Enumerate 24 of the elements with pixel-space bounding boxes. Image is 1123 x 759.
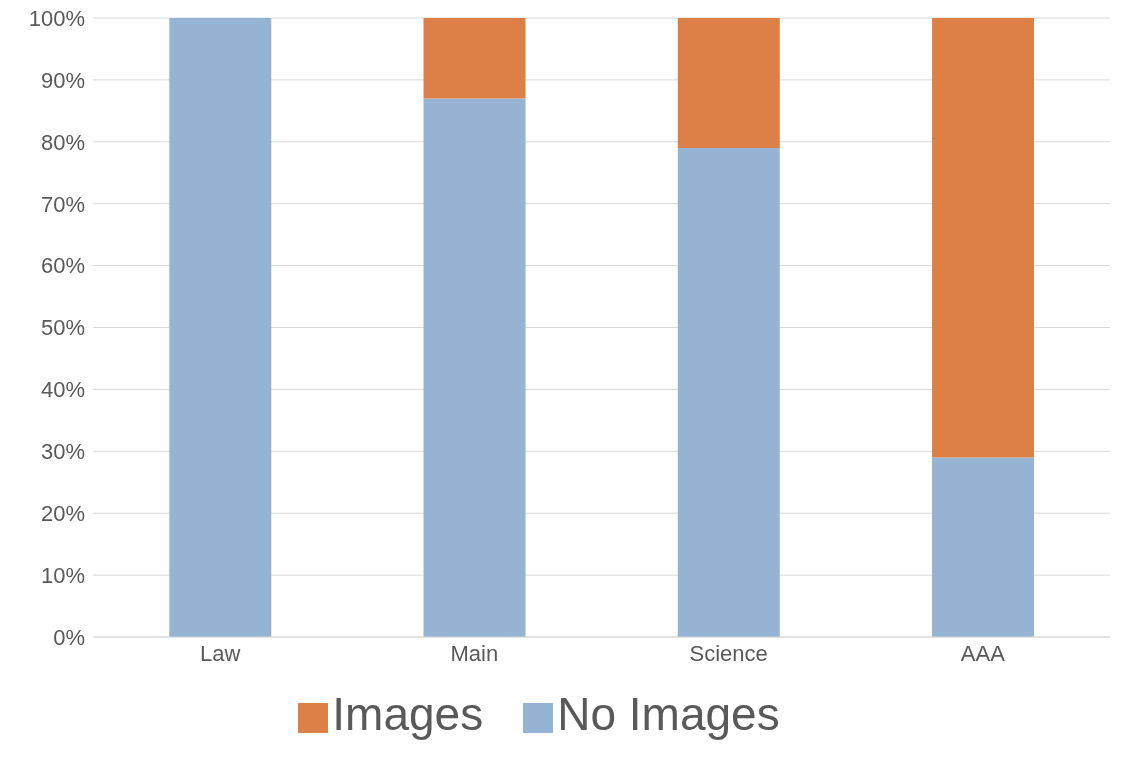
x-tick-label: AAA (960, 640, 1006, 666)
bar (677, 147, 780, 637)
y-tick-label: 30% (40, 439, 85, 465)
legend-label: No Images (557, 688, 780, 740)
y-tick-label: 40% (40, 377, 85, 403)
bar (932, 18, 1035, 458)
bar (677, 18, 780, 148)
x-tick-label: Science (689, 640, 768, 666)
bar (423, 98, 526, 637)
y-tick-label: 60% (40, 253, 85, 279)
bar (423, 18, 526, 99)
bar (169, 18, 272, 637)
y-tick-label: 100% (28, 5, 85, 31)
y-tick-label: 90% (40, 67, 85, 93)
y-tick-label: 70% (40, 191, 85, 217)
y-tick-label: 80% (40, 129, 85, 155)
y-tick-label: 0% (53, 624, 85, 650)
bar (932, 457, 1035, 637)
legend-label: Images (332, 688, 484, 740)
y-tick-label: 50% (40, 315, 85, 341)
y-tick-label: 20% (40, 501, 85, 527)
x-tick-label: Law (199, 640, 241, 666)
x-tick-label: Main (450, 640, 499, 666)
y-tick-label: 10% (40, 562, 85, 588)
